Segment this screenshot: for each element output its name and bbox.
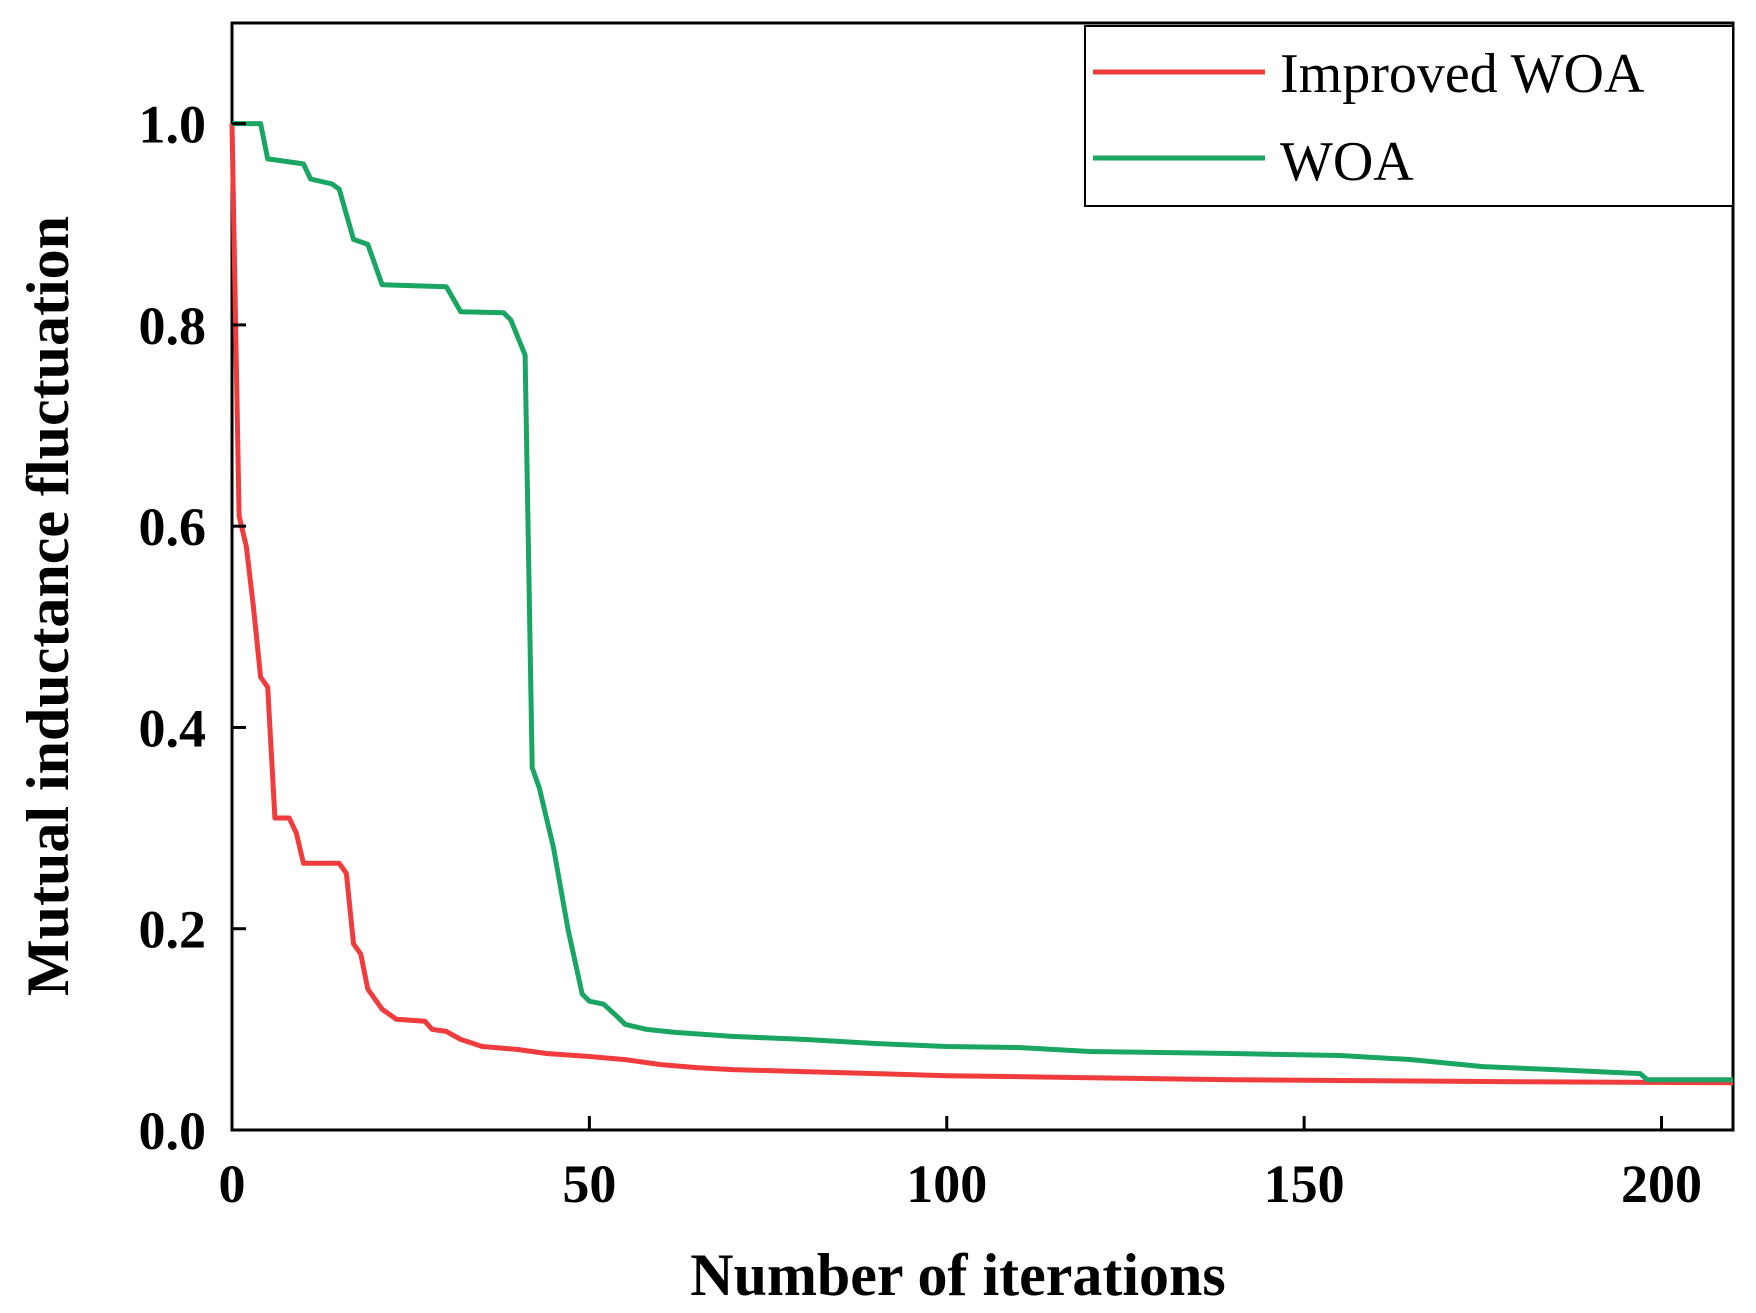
y-tick-label: 0.4 (139, 698, 207, 758)
legend-label-improved-woa: Improved WOA (1280, 43, 1645, 105)
y-tick-label: 0.8 (139, 296, 207, 356)
y-tick-label: 1.0 (139, 95, 207, 155)
plot-area (230, 21, 1735, 1132)
x-tick-label: 50 (562, 1154, 616, 1214)
series-line-improved-woa (229, 123, 1734, 1086)
x-axis-title: Number of iterations (690, 1242, 1226, 1308)
x-axis-ticks: 0 50 100 150 200 (219, 1116, 1702, 1214)
series-line-woa (232, 121, 1733, 1083)
series-layer (229, 121, 1734, 1086)
x-tick-label: 150 (1264, 1154, 1345, 1214)
y-tick-label: 0.2 (139, 900, 207, 960)
x-tick-label: 200 (1621, 1154, 1702, 1214)
y-tick-label: 0.0 (139, 1101, 207, 1161)
y-tick-label: 0.6 (139, 497, 207, 557)
legend-label-woa: WOA (1280, 131, 1414, 193)
y-axis-title: Mutual inductance fluctuation (15, 216, 81, 996)
legend-box (1084, 25, 1734, 207)
x-tick-label: 0 (219, 1154, 246, 1214)
y-axis-ticks: 0.0 0.2 0.4 0.6 0.8 1.0 (139, 95, 246, 1161)
legend: Improved WOA WOA (1084, 25, 1734, 207)
x-tick-label: 100 (906, 1154, 987, 1214)
